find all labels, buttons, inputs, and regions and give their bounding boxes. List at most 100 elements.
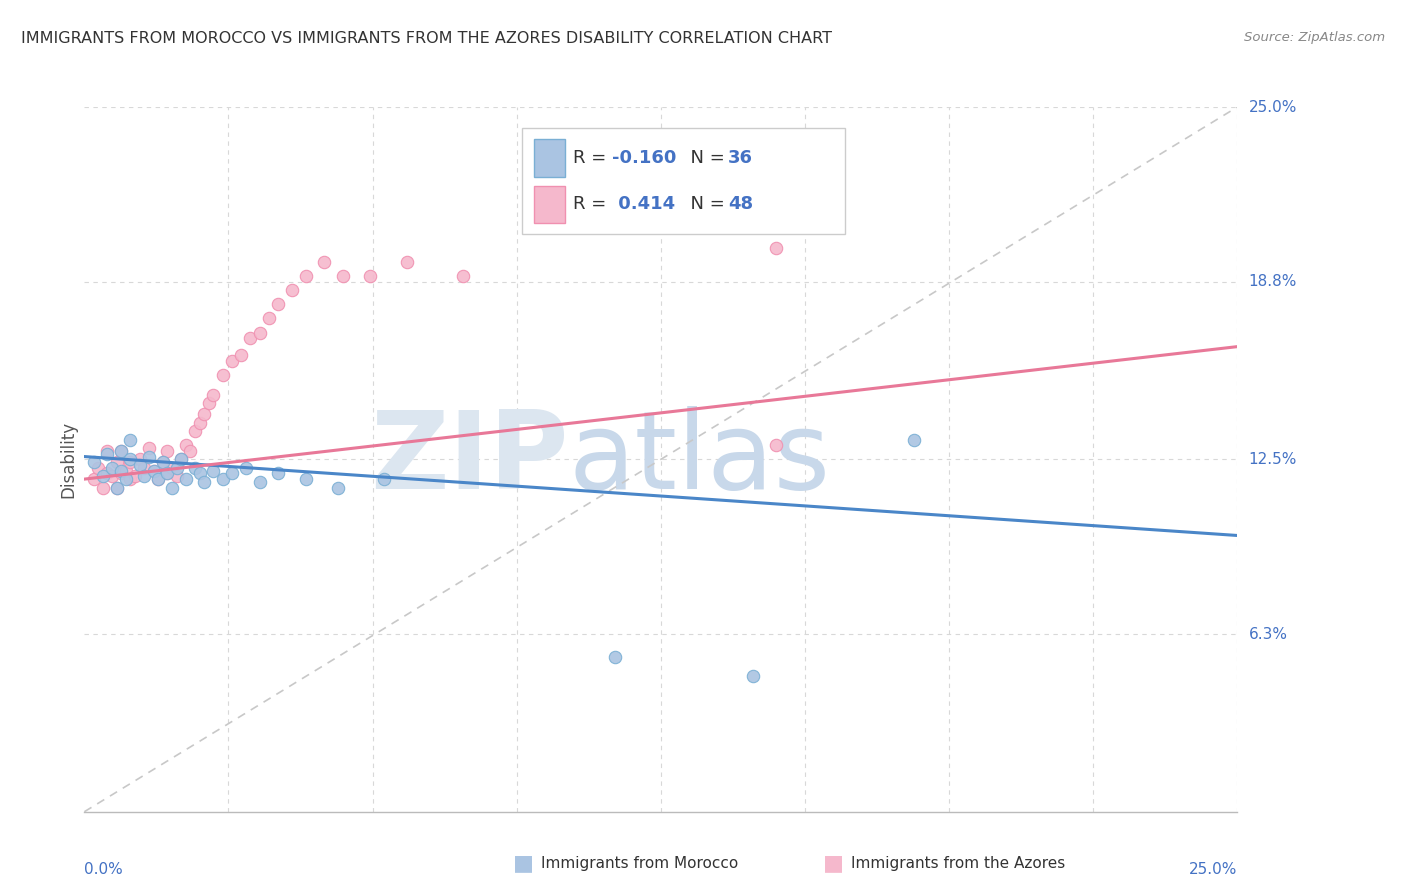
Point [202,464,225,478]
Point [179,444,201,458]
Point [249,475,271,489]
Point [314,255,336,269]
Point [332,269,354,284]
Point [120,472,142,486]
Text: ■: ■ [823,854,844,873]
Point [120,433,142,447]
Point [326,481,349,495]
Point [91,481,114,495]
Text: N =: N = [679,149,730,167]
Text: 12.5%: 12.5% [1249,452,1296,467]
Point [294,269,316,284]
Point [267,467,290,481]
Point [146,472,169,486]
Point [211,368,233,382]
Point [96,447,118,461]
Point [221,467,243,481]
Point [231,348,253,362]
Point [105,455,128,469]
Text: 6.3%: 6.3% [1249,627,1288,641]
Point [156,444,179,458]
Point [96,444,118,458]
Point [765,241,787,255]
Point [451,269,474,284]
Point [152,455,174,469]
Point [221,353,243,368]
Point [110,467,132,481]
Point [91,469,114,483]
Point [257,311,280,326]
Text: -0.160: -0.160 [613,149,676,167]
Point [184,424,207,438]
Point [156,467,179,481]
Point [101,460,124,475]
Point [110,444,132,458]
Text: R =: R = [574,195,612,213]
Point [142,464,165,478]
Text: 48: 48 [728,195,752,213]
Point [235,460,257,475]
Point [198,396,221,410]
Point [128,458,150,472]
Point [174,438,197,452]
Point [193,475,215,489]
Point [124,469,146,483]
Point [115,472,138,486]
Text: Source: ZipAtlas.com: Source: ZipAtlas.com [1244,31,1385,45]
Text: 0.414: 0.414 [613,195,675,213]
Point [83,472,105,486]
Point [765,438,787,452]
Point [239,331,262,345]
Point [170,452,193,467]
Text: ■: ■ [513,854,534,873]
Y-axis label: Disability: Disability [59,421,77,498]
Text: atlas: atlas [568,407,831,512]
Point [105,481,128,495]
Point [87,460,110,475]
Point [170,452,193,467]
Text: 25.0%: 25.0% [1189,863,1237,878]
Point [146,472,169,486]
Text: 36: 36 [728,149,752,167]
Point [101,469,124,483]
Point [115,464,138,478]
Point [160,460,183,475]
Point [359,269,381,284]
Point [373,472,395,486]
Point [128,452,150,467]
Point [211,472,233,486]
Text: 0.0%: 0.0% [84,863,124,878]
Point [120,452,142,467]
Point [742,669,765,683]
Point [160,481,183,495]
Point [193,407,215,421]
Point [396,255,419,269]
Point [96,467,118,481]
Point [202,387,225,401]
Point [134,469,156,483]
Text: Immigrants from Morocco: Immigrants from Morocco [541,856,738,871]
Point [249,326,271,340]
Text: IMMIGRANTS FROM MOROCCO VS IMMIGRANTS FROM THE AZORES DISABILITY CORRELATION CHA: IMMIGRANTS FROM MOROCCO VS IMMIGRANTS FR… [21,31,832,46]
Point [294,472,316,486]
Point [120,455,142,469]
Text: Immigrants from the Azores: Immigrants from the Azores [851,856,1064,871]
Point [166,460,188,475]
Point [134,460,156,475]
Point [156,467,179,481]
Text: ZIP: ZIP [370,407,568,512]
Point [110,444,132,458]
Point [152,455,174,469]
Point [184,460,207,475]
Text: 18.8%: 18.8% [1249,275,1296,289]
Text: 25.0%: 25.0% [1249,100,1296,114]
Point [166,469,188,483]
Point [267,297,290,311]
Point [903,433,925,447]
Point [603,649,626,664]
Point [138,441,160,455]
Point [83,455,105,469]
Text: R =: R = [574,149,612,167]
Point [110,464,132,478]
Point [138,450,160,464]
